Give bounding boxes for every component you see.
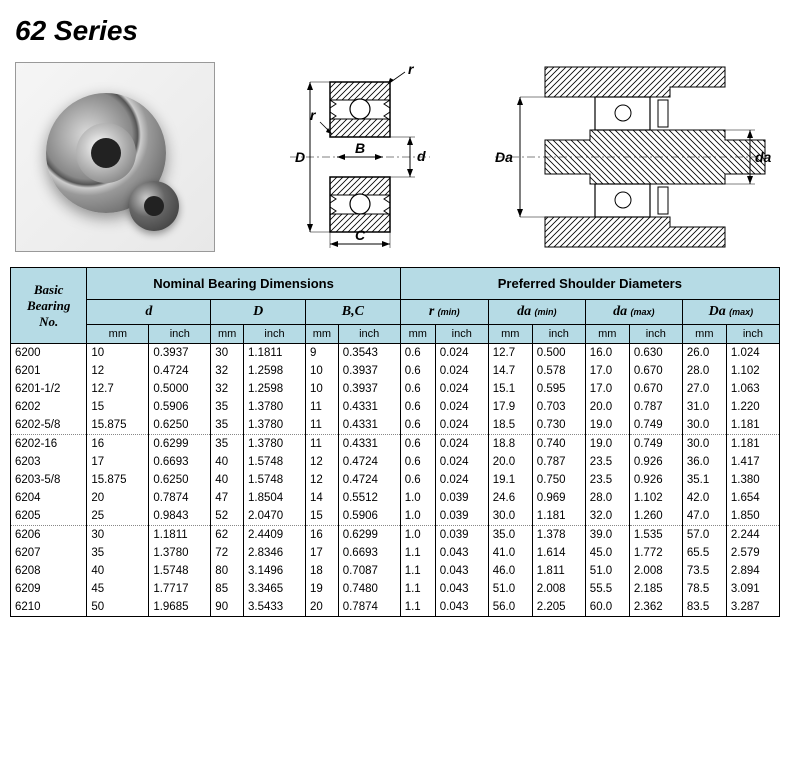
- bearing-photo-box: [15, 62, 215, 252]
- table-row: 6203170.6693401.5748120.47240.60.02420.0…: [11, 453, 780, 471]
- table-row: 6203-5/815.8750.6250401.5748120.47240.60…: [11, 471, 780, 489]
- table-row: 6207351.3780722.8346170.66931.10.04341.0…: [11, 544, 780, 562]
- table-row: 6201120.4724321.2598100.39370.60.02414.7…: [11, 362, 780, 380]
- label-Da: Da: [495, 149, 513, 165]
- table-row: 6201-1/212.70.5000321.2598100.39370.60.0…: [11, 380, 780, 398]
- bearing-small-photo: [129, 181, 179, 231]
- table-row: 6205250.9843522.0470150.59061.00.03930.0…: [11, 507, 780, 526]
- table-row: 6202-16160.6299351.3780110.43310.60.0241…: [11, 435, 780, 454]
- label-C: C: [355, 227, 366, 243]
- table-row: 6208401.5748803.1496180.70871.10.04346.0…: [11, 562, 780, 580]
- table-row: 6200100.3937301.181190.35430.60.02412.70…: [11, 344, 780, 363]
- table-row: 6210501.9685903.5433200.78741.10.04356.0…: [11, 598, 780, 617]
- bearing-table: Basic Bearing No. Nominal Bearing Dimens…: [10, 267, 780, 617]
- table-row: 6202-5/815.8750.6250351.3780110.43310.60…: [11, 416, 780, 435]
- header-preferred: Preferred Shoulder Diameters: [400, 268, 779, 300]
- dim-header-row: d D B,C r (min) da (min) da (max) Da (ma…: [11, 300, 780, 325]
- page-title: 62 Series: [15, 15, 780, 47]
- label-da: da: [755, 149, 772, 165]
- table-row: 6206301.1811622.4409160.62991.00.03935.0…: [11, 526, 780, 545]
- cross-section-diagram: D d r r B C: [230, 62, 460, 252]
- table-row: 6209451.7717853.3465190.74801.10.04351.0…: [11, 580, 780, 598]
- table-body: 6200100.3937301.181190.35430.60.02412.70…: [11, 344, 780, 617]
- table-row: 6202150.5906351.3780110.43310.60.02417.9…: [11, 398, 780, 416]
- label-B: B: [355, 140, 365, 156]
- diagram-row: D d r r B C: [10, 62, 780, 252]
- unit-header-row: mminch mminch mminch mminch mminch mminc…: [11, 325, 780, 344]
- label-D: D: [295, 149, 305, 165]
- label-d: d: [417, 148, 426, 164]
- label-r-top: r: [408, 62, 415, 77]
- shoulder-diagram: Da da: [475, 62, 775, 252]
- header-basic-no: Basic Bearing No.: [11, 268, 87, 344]
- header-nominal: Nominal Bearing Dimensions: [87, 268, 400, 300]
- table-row: 6204200.7874471.8504140.55121.00.03924.6…: [11, 489, 780, 507]
- label-r-left: r: [310, 107, 317, 123]
